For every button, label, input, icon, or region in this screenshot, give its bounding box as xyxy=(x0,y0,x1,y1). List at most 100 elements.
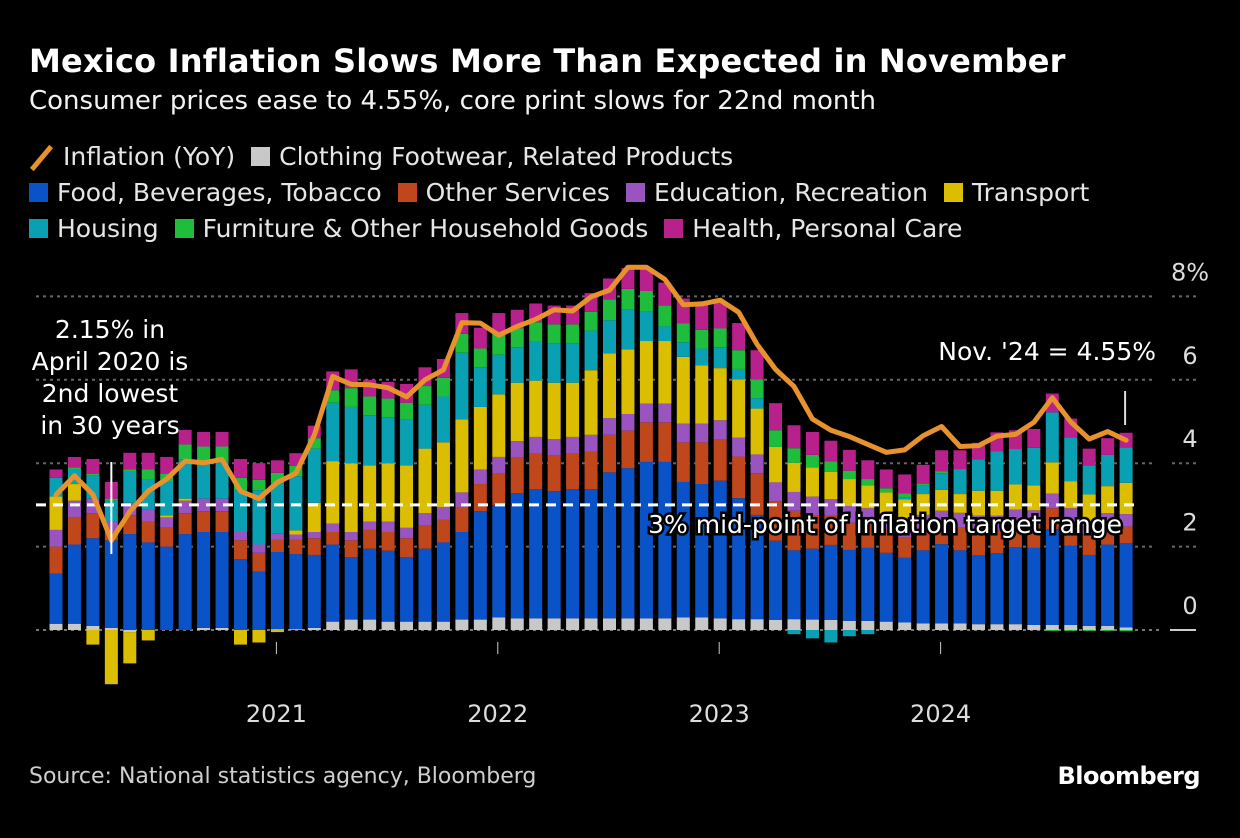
bar-segment xyxy=(805,630,819,639)
bar-segment xyxy=(879,552,893,622)
legend-item-clothing: Clothing Footwear, Related Products xyxy=(251,142,733,171)
bar-segment xyxy=(123,469,137,472)
bar-segment xyxy=(455,619,469,630)
bar-segment xyxy=(473,484,487,512)
bar-segment xyxy=(270,483,284,534)
annotation-april-2020-text: April 2020 is xyxy=(32,347,189,376)
bar-segment xyxy=(824,619,838,630)
bar-segment xyxy=(805,619,819,630)
bar-segment xyxy=(1045,630,1059,631)
x-tick-label: 2021 xyxy=(246,700,307,728)
bar-segment xyxy=(455,419,469,493)
bar-segment xyxy=(234,630,247,645)
bar-segment xyxy=(695,617,709,630)
bar-segment xyxy=(160,515,174,518)
bar-segment xyxy=(1064,545,1078,625)
bar-segment xyxy=(621,618,635,630)
bar-segment xyxy=(861,485,875,509)
bar-segment xyxy=(1027,624,1041,630)
bar-segment xyxy=(842,630,856,637)
bar-segment xyxy=(639,341,653,404)
x-tick-label: 2024 xyxy=(910,700,971,728)
bar-segment xyxy=(972,459,985,491)
bar-segment xyxy=(252,544,266,553)
bar-segment xyxy=(769,501,783,541)
bar-segment xyxy=(676,617,690,630)
bar-segment xyxy=(732,379,746,438)
bar-segment xyxy=(455,352,469,420)
bar-segment xyxy=(676,323,690,343)
bar-segment xyxy=(713,439,727,481)
bar-segment xyxy=(289,530,303,535)
bar-segment xyxy=(1101,625,1115,630)
bar-segment xyxy=(270,539,284,553)
bar-segment xyxy=(234,459,247,478)
legend-row-1: Inflation (YoY) Clothing Footwear, Relat… xyxy=(29,142,749,171)
bar-segment xyxy=(1082,534,1096,555)
bar-segment xyxy=(935,623,949,630)
bar-segment xyxy=(861,460,875,480)
bar-segment xyxy=(104,630,118,685)
bar-segment xyxy=(344,406,358,464)
bar-segment xyxy=(86,513,100,539)
bar-segment xyxy=(898,557,912,623)
bar-segment xyxy=(658,326,672,342)
bar-segment xyxy=(916,550,930,624)
bar-segment xyxy=(510,382,524,442)
legend-item-inflation: Inflation (YoY) xyxy=(29,142,235,171)
bar-segment xyxy=(400,621,414,630)
bar-segment xyxy=(750,350,764,380)
bar-segment xyxy=(935,544,949,624)
bar-segment xyxy=(1082,625,1096,630)
bar-segment xyxy=(344,540,358,558)
bar-segment xyxy=(935,510,949,526)
bar-segment xyxy=(621,288,635,310)
bar-segment xyxy=(916,623,930,630)
swatch-icon xyxy=(664,219,684,238)
bar-segment xyxy=(400,538,414,558)
bar-segment xyxy=(879,621,893,630)
bar-segment xyxy=(307,502,321,533)
bar-segment xyxy=(123,630,137,633)
bar-segment xyxy=(898,522,912,538)
bar-segment xyxy=(270,552,284,630)
bar-segment xyxy=(492,333,506,355)
bar-segment xyxy=(732,456,746,499)
bar-segment xyxy=(1045,493,1059,509)
bar-segment xyxy=(676,481,690,618)
bar-segment xyxy=(639,268,653,291)
bar-segment xyxy=(953,450,967,470)
bar-segment xyxy=(584,330,598,371)
bar-segment xyxy=(621,349,635,414)
bar-segment xyxy=(676,342,690,357)
bar-segment xyxy=(141,542,155,630)
bar-segment xyxy=(1027,429,1041,448)
bar-segment xyxy=(658,341,672,404)
bar-segment xyxy=(529,380,543,437)
bar-segment xyxy=(972,515,985,531)
bar-segment xyxy=(67,467,81,470)
bar-segment xyxy=(603,320,616,354)
bar-segment xyxy=(584,311,598,331)
legend-label: Education, Recreation xyxy=(653,178,929,207)
bar-segment xyxy=(713,480,727,619)
bar-segment xyxy=(363,396,377,416)
bar-segment xyxy=(492,313,506,334)
bar-segment xyxy=(197,446,211,462)
bar-segment xyxy=(842,479,856,507)
chart-subtitle: Consumer prices ease to 4.55%, core prin… xyxy=(29,86,877,116)
bar-segment xyxy=(510,618,524,630)
bar-segment xyxy=(842,620,856,630)
bar-segment xyxy=(1119,447,1133,483)
bar-segment xyxy=(639,311,653,342)
y-tick-label: 8% xyxy=(1171,258,1209,286)
bar-segment xyxy=(381,398,395,418)
bar-segment xyxy=(566,382,580,437)
annotation-april-2020-text: in 30 years xyxy=(40,411,179,440)
bar-segment xyxy=(49,546,63,574)
bar-segment xyxy=(215,627,229,630)
bar-segment xyxy=(547,491,561,619)
bar-segment xyxy=(215,498,229,512)
bar-segment xyxy=(935,473,949,490)
bar-segment xyxy=(67,456,81,468)
